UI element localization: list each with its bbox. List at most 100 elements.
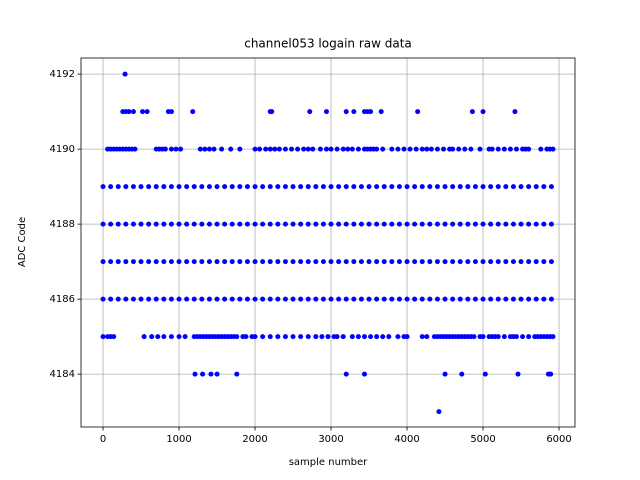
point	[184, 221, 190, 227]
point	[317, 146, 323, 152]
point	[513, 334, 519, 340]
point	[450, 259, 456, 265]
point	[173, 146, 179, 152]
point	[457, 296, 463, 302]
point	[355, 334, 361, 340]
point	[419, 146, 425, 152]
point	[140, 109, 146, 115]
point	[310, 146, 316, 152]
point	[501, 146, 507, 152]
x-axis-label: sample number	[289, 457, 368, 468]
point	[533, 221, 539, 227]
point	[244, 184, 250, 190]
x-tick-label: 6000	[546, 434, 571, 445]
point	[480, 334, 486, 340]
point	[480, 184, 486, 190]
point	[328, 146, 334, 152]
point	[482, 371, 488, 377]
point	[214, 259, 220, 265]
point	[298, 334, 304, 340]
point	[512, 109, 518, 115]
point	[510, 221, 516, 227]
point	[368, 334, 374, 340]
point	[442, 184, 448, 190]
point	[488, 221, 494, 227]
point	[176, 296, 182, 302]
point	[526, 296, 532, 302]
point	[257, 146, 263, 152]
point	[480, 259, 486, 265]
point	[381, 259, 387, 265]
point	[161, 221, 167, 227]
point	[366, 221, 372, 227]
point	[305, 259, 311, 265]
point	[412, 184, 418, 190]
point	[211, 146, 217, 152]
point	[488, 184, 494, 190]
point	[191, 259, 197, 265]
point	[533, 296, 539, 302]
point	[450, 221, 456, 227]
point	[100, 334, 106, 340]
point	[533, 259, 539, 265]
point	[252, 259, 258, 265]
point	[123, 259, 129, 265]
point	[252, 334, 258, 340]
point	[328, 259, 334, 265]
point	[351, 184, 357, 190]
point	[351, 296, 357, 302]
point	[428, 146, 434, 152]
point	[267, 184, 273, 190]
point	[343, 259, 349, 265]
point	[355, 146, 361, 152]
point	[138, 221, 144, 227]
point	[366, 259, 372, 265]
point	[161, 184, 167, 190]
point	[319, 334, 325, 340]
point	[115, 221, 121, 227]
point	[424, 334, 430, 340]
point	[214, 296, 220, 302]
x-tick-label: 2000	[242, 434, 267, 445]
point	[313, 296, 319, 302]
point	[518, 184, 524, 190]
y-tick-label: 4184	[50, 369, 75, 380]
point	[313, 334, 319, 340]
point	[548, 184, 554, 190]
point	[214, 221, 220, 227]
y-tick-label: 4190	[50, 144, 75, 155]
point	[252, 146, 258, 152]
point	[313, 221, 319, 227]
point	[290, 296, 296, 302]
point	[199, 184, 205, 190]
point	[389, 146, 395, 152]
point	[234, 334, 240, 340]
point	[358, 296, 364, 302]
point	[510, 259, 516, 265]
y-tick-label: 4186	[50, 294, 75, 305]
point	[192, 371, 198, 377]
point	[191, 184, 197, 190]
point	[389, 221, 395, 227]
point	[149, 334, 155, 340]
point	[138, 184, 144, 190]
point	[190, 109, 196, 115]
point	[526, 221, 532, 227]
point	[260, 334, 266, 340]
point	[108, 184, 114, 190]
point	[349, 146, 355, 152]
point	[343, 296, 349, 302]
point	[267, 221, 273, 227]
point	[427, 221, 433, 227]
point	[427, 259, 433, 265]
point	[351, 259, 357, 265]
point	[199, 221, 205, 227]
point	[138, 296, 144, 302]
point	[412, 296, 418, 302]
point	[495, 259, 501, 265]
point	[214, 371, 220, 377]
point	[412, 221, 418, 227]
point	[252, 221, 258, 227]
point	[503, 221, 509, 227]
point	[389, 259, 395, 265]
